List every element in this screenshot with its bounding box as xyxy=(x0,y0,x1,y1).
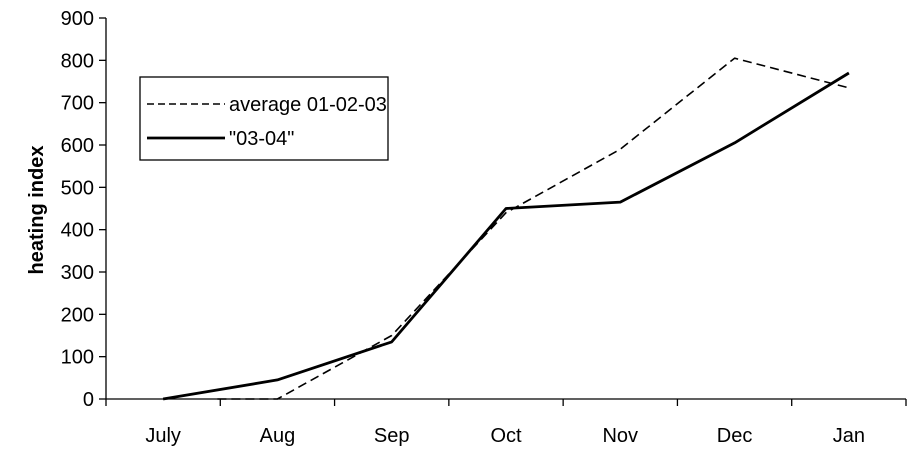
x-tick-label: Sep xyxy=(374,425,410,447)
y-tick-label: 800 xyxy=(61,50,94,72)
y-tick-label: 400 xyxy=(61,220,94,242)
y-axis-title: heating index xyxy=(26,146,48,275)
legend-label-03-04: "03-04" xyxy=(229,128,294,150)
y-axis-ticks: 0 100 200 300 400 500 600 700 800 900 xyxy=(61,8,106,411)
x-tick-label: Aug xyxy=(260,425,296,447)
y-tick-label: 600 xyxy=(61,135,94,157)
x-tick-label: Oct xyxy=(490,425,522,447)
x-tick-label: Jan xyxy=(833,425,865,447)
y-tick-label: 0 xyxy=(83,389,94,411)
legend-label-average: average 01-02-03 xyxy=(229,94,387,116)
y-tick-label: 100 xyxy=(61,347,94,369)
y-tick-label: 500 xyxy=(61,177,94,199)
legend: average 01-02-03 "03-04" xyxy=(140,77,388,160)
x-axis-ticks: July Aug Sep Oct Nov Dec Jan xyxy=(106,399,906,447)
y-tick-label: 200 xyxy=(61,304,94,326)
y-tick-label: 700 xyxy=(61,93,94,115)
y-tick-label: 300 xyxy=(61,262,94,284)
x-tick-label: Dec xyxy=(717,425,753,447)
x-tick-label: July xyxy=(145,425,181,447)
x-tick-label: Nov xyxy=(602,425,638,447)
y-tick-label: 900 xyxy=(61,8,94,30)
